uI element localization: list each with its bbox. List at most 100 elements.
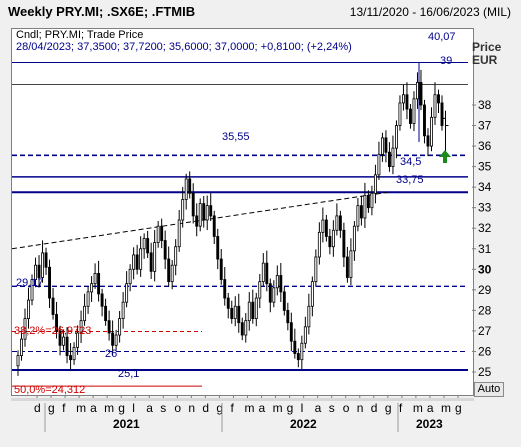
candle: [307, 293, 311, 335]
candle: [349, 238, 353, 286]
svg-text:f: f: [62, 401, 66, 415]
trend-line: [11, 191, 389, 250]
candle: [30, 274, 34, 306]
candle: [226, 292, 230, 319]
candle: [359, 195, 363, 226]
y-axis-title-unit: EUR: [472, 53, 498, 67]
candle: [335, 203, 339, 236]
year-label: 2022: [290, 417, 317, 431]
candle: [34, 257, 37, 288]
candle: [293, 328, 297, 359]
y-tick: 27: [472, 324, 492, 338]
y-tick: 30: [472, 262, 492, 276]
candle: [195, 203, 199, 237]
candle: [394, 120, 398, 159]
candle: [135, 244, 139, 275]
svg-text:m: m: [273, 401, 283, 415]
svg-text:g: g: [455, 401, 462, 415]
svg-text:g: g: [118, 401, 125, 415]
candle: [58, 325, 62, 356]
year-label: 2021: [113, 417, 140, 431]
candle: [233, 296, 237, 327]
candle: [167, 246, 171, 287]
candle: [83, 293, 87, 326]
candle: [97, 260, 101, 302]
candle: [324, 214, 328, 242]
level-label-3375: 33,75: [396, 174, 424, 186]
svg-text:d: d: [34, 401, 41, 415]
svg-text:l: l: [301, 401, 304, 415]
level-label-3555: 35,55: [222, 131, 250, 143]
candle-last: [442, 110, 449, 155]
y-tick: 25: [472, 365, 492, 379]
candle: [132, 247, 136, 280]
candle: [310, 276, 314, 317]
candle: [153, 230, 157, 282]
svg-text:27: 27: [478, 324, 492, 338]
candle: [412, 91, 416, 132]
candle: [251, 289, 255, 324]
candle: [72, 342, 76, 365]
candle: [328, 228, 332, 255]
candle: [237, 293, 241, 333]
candle: [268, 278, 272, 313]
candle: [254, 292, 258, 327]
svg-text:m: m: [441, 401, 451, 415]
y-tick: 36: [472, 139, 492, 153]
candle: [41, 240, 44, 283]
candle: [433, 82, 437, 125]
candle: [317, 222, 321, 265]
svg-text:a: a: [427, 401, 434, 415]
legend-line-1: Cndl; PRY.MI; Trade Price: [16, 29, 143, 41]
candle: [191, 183, 195, 224]
svg-text:26: 26: [478, 344, 492, 358]
candle: [198, 198, 202, 232]
svg-text:g: g: [385, 401, 392, 415]
y-tick: 38: [472, 98, 492, 112]
candle: [65, 327, 69, 364]
candle: [247, 292, 251, 331]
auto-scale-button[interactable]: Auto: [474, 382, 504, 397]
chart-header: Weekly PRY.MI; .SX6E; .FTMIB 13/11/2020 …: [0, 0, 521, 24]
svg-text:a: a: [259, 401, 266, 415]
svg-text:f: f: [399, 401, 403, 415]
svg-text:n: n: [357, 401, 364, 415]
candle: [93, 263, 97, 289]
svg-text:35: 35: [478, 160, 492, 174]
level-label-39: 39: [440, 55, 452, 67]
svg-text:a: a: [90, 401, 97, 415]
candle: [212, 210, 216, 245]
svg-text:a: a: [315, 401, 322, 415]
svg-text:f: f: [230, 401, 234, 415]
svg-text:m: m: [76, 401, 86, 415]
candle: [121, 292, 125, 329]
fib-label-500: 50,0%=24,312: [14, 384, 85, 396]
candle: [114, 329, 118, 351]
candle: [44, 247, 48, 275]
level-label-251: 25,1: [118, 368, 139, 380]
svg-text:g: g: [216, 401, 223, 415]
fib-label-382: 38,2%=26,9723: [14, 325, 91, 337]
svg-text:33: 33: [478, 201, 492, 215]
candle: [300, 335, 304, 370]
svg-text:34: 34: [478, 180, 492, 194]
candle: [275, 265, 279, 296]
candle: [356, 198, 360, 232]
level-label-345: 34,5: [400, 156, 421, 168]
candle: [209, 193, 213, 222]
up-arrow-icon: [439, 150, 451, 163]
y-tick: 33: [472, 201, 492, 215]
y-axis-title-price: Price: [472, 40, 502, 54]
svg-text:28: 28: [478, 303, 492, 317]
candle: [79, 310, 83, 344]
candle: [440, 95, 444, 131]
time-scrollbar[interactable]: [11, 398, 474, 401]
y-tick: 37: [472, 119, 492, 133]
candle: [272, 280, 276, 308]
svg-text:o: o: [174, 401, 181, 415]
svg-text:30: 30: [478, 262, 492, 276]
candle: [205, 195, 209, 231]
candle: [128, 264, 132, 292]
